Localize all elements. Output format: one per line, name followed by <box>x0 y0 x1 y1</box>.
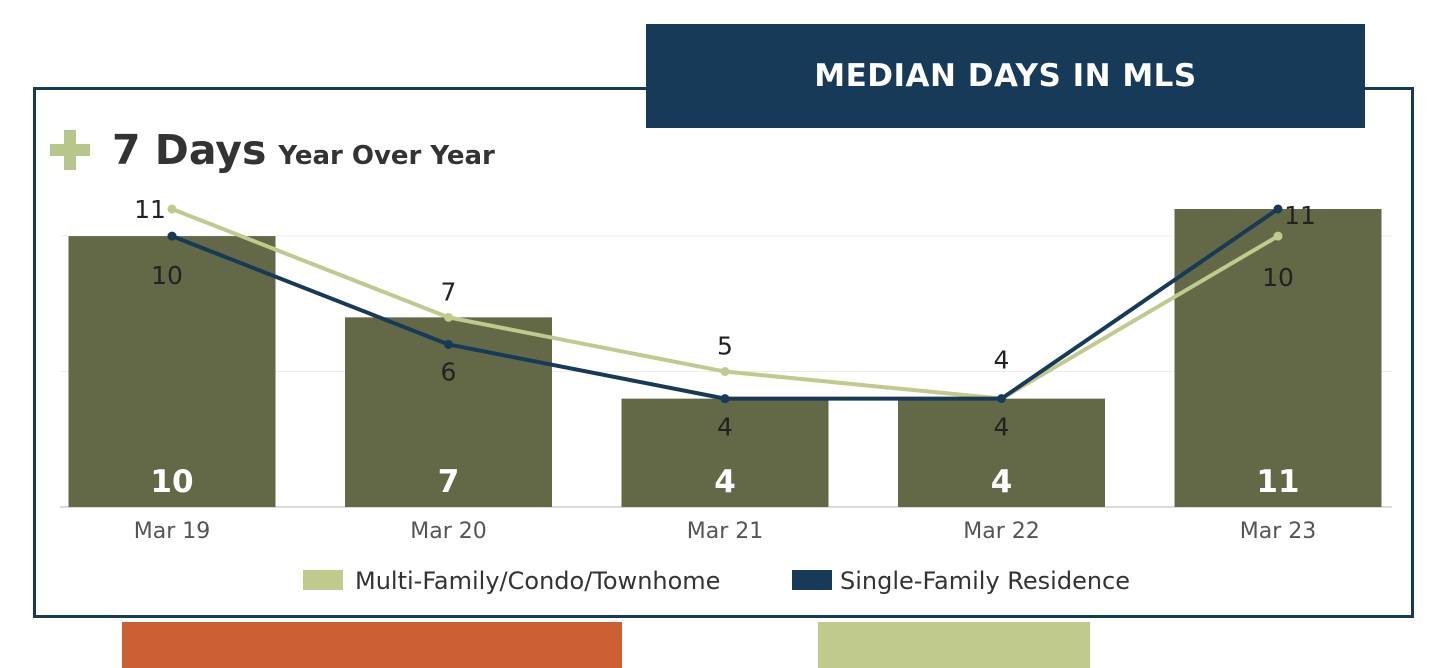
x-tick-label-2: Mar 21 <box>687 519 764 544</box>
multi-family-point-4 <box>1273 231 1283 241</box>
chart-title-banner: MEDIAN DAYS IN MLS <box>646 24 1365 128</box>
bar-1 <box>345 317 552 507</box>
bar-label-2: 4 <box>714 464 736 500</box>
bar-label-1: 7 <box>438 464 460 500</box>
decorative-block-green <box>818 622 1090 668</box>
single-family-point-3 <box>997 394 1006 404</box>
chart-title: MEDIAN DAYS IN MLS <box>814 58 1197 94</box>
single-family-label-4: 11 <box>1284 201 1316 230</box>
plus-icon <box>50 130 90 170</box>
x-tick-label-1: Mar 20 <box>410 519 487 544</box>
decorative-block-orange <box>122 622 622 668</box>
legend-label-single-family: Single-Family Residence <box>840 567 1130 595</box>
legend-label-multi-family: Multi-Family/Condo/Townhome <box>355 567 720 595</box>
bar-2 <box>621 398 829 507</box>
multi-family-point-2 <box>720 367 730 377</box>
multi-family-label-2: 5 <box>717 332 733 361</box>
single-family-point-2 <box>720 394 730 404</box>
multi-family-point-0 <box>167 204 177 214</box>
multi-family-label-0: 11 <box>134 195 166 224</box>
bar-label-3: 4 <box>991 464 1013 500</box>
single-family-label-1: 6 <box>441 357 457 386</box>
multi-family-label-3: 4 <box>994 346 1010 375</box>
single-family-point-4 <box>1273 204 1283 214</box>
single-family-point-1 <box>444 339 453 349</box>
bar-label-4: 11 <box>1256 464 1299 500</box>
multi-family-label-1: 7 <box>441 277 457 306</box>
multi-family-label-4: 10 <box>1262 263 1294 292</box>
single-family-point-0 <box>167 231 177 241</box>
legend-swatch-multi-family <box>303 570 343 590</box>
bar-0 <box>68 236 276 507</box>
headline-caption: Year Over Year <box>278 141 495 171</box>
bar-4 <box>1174 209 1382 507</box>
headline: 7 Days Year Over Year <box>50 126 495 174</box>
single-family-label-2: 4 <box>717 413 733 442</box>
single-family-label-0: 10 <box>151 261 183 290</box>
bar-label-0: 10 <box>150 464 193 500</box>
legend-swatch-single-family <box>792 570 832 590</box>
single-family-label-3: 4 <box>994 413 1010 442</box>
multi-family-point-1 <box>444 312 453 322</box>
x-tick-label-0: Mar 19 <box>134 519 211 544</box>
x-tick-label-4: Mar 23 <box>1240 519 1317 544</box>
headline-value: 7 Days <box>112 126 267 174</box>
x-tick-label-3: Mar 22 <box>963 519 1040 544</box>
bar-3 <box>898 398 1105 507</box>
